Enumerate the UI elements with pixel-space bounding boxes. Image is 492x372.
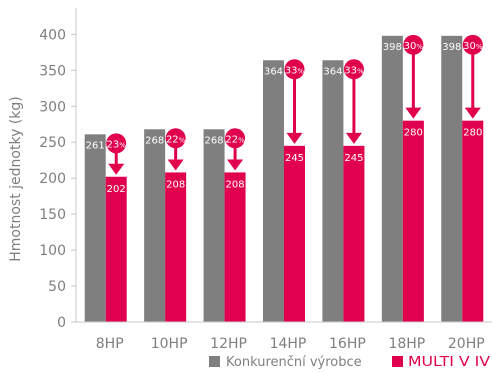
x-axis: 8HP 10HP 12HP 14HP 16HP 18HP 20HP [76, 321, 492, 352]
value-label-competitor: 268 [205, 135, 224, 146]
bar-multi-v-iv [462, 120, 484, 323]
y-tick-label: 250 [39, 135, 66, 151]
bar-group: 398 280 30% [381, 34, 424, 323]
legend-label-multi-v-iv: MULTI V IV [408, 355, 490, 370]
x-tick-label: 12HP [210, 336, 247, 352]
x-tick-label: 20HP [448, 336, 485, 352]
legend-label-competitor: Konkurenční výrobce [226, 355, 362, 370]
bar-competitor [441, 35, 463, 323]
reduction-percent-label: 22% [225, 134, 245, 145]
reduction-percent-label: 33% [285, 65, 305, 76]
reduction-percent-label: 22% [166, 134, 186, 145]
bar-competitor [322, 60, 344, 323]
bar-multi-v-iv [284, 145, 305, 322]
bar-group: 268 208 22% [144, 128, 187, 322]
bar-multi-v-iv [105, 176, 127, 322]
y-axis-label: Hmotnost jednotky (kg) [8, 96, 24, 261]
legend: Konkurenční výrobce MULTI V IV [209, 355, 490, 370]
bar-group: 364 245 33% [322, 59, 365, 323]
reduction-arrow-head [286, 132, 303, 144]
x-tick-label: 18HP [388, 336, 425, 352]
reduction-arrow-head [464, 107, 481, 119]
value-label-competitor: 364 [323, 66, 342, 77]
bar-group: 268 208 22% [203, 128, 246, 322]
value-label-multi-v-iv: 208 [226, 179, 245, 190]
y-tick-label: 150 [39, 207, 66, 223]
bar-group: 261 202 23% [84, 133, 127, 322]
reduction-percent-label: 23% [107, 139, 127, 150]
value-label-competitor: 364 [264, 66, 283, 77]
value-label-competitor: 398 [442, 42, 461, 53]
reduction-badge [106, 133, 127, 154]
bar-competitor [84, 134, 106, 322]
y-tick-label: 100 [39, 243, 66, 259]
x-tick-label: 16HP [329, 336, 366, 352]
reduction-arrow-head [167, 159, 184, 171]
value-label-multi-v-iv: 280 [404, 128, 423, 139]
reduction-arrow-head [345, 132, 362, 144]
bar-multi-v-iv [165, 172, 187, 322]
y-axis: 0 50 100 150 200 250 300 350 400 [39, 8, 77, 331]
reduction-badge [462, 34, 483, 55]
value-label-multi-v-iv: 202 [107, 184, 126, 195]
y-tick-label: 300 [39, 99, 66, 115]
reduction-badge [343, 59, 364, 80]
x-tick-label: 14HP [270, 336, 307, 352]
reduction-percent-label: 30% [463, 41, 483, 52]
value-label-competitor: 268 [145, 135, 164, 146]
bar-multi-v-iv [402, 120, 424, 323]
reduction-percent-label: 33% [344, 65, 364, 76]
legend-swatch-competitor [209, 356, 220, 367]
y-axis-label-group: Hmotnost jednotky (kg) [8, 96, 24, 261]
y-tick-label: 200 [39, 171, 66, 187]
legend-swatch-multi-v-iv [392, 356, 403, 367]
y-tick-label: 400 [39, 27, 66, 43]
reduction-arrow-head [108, 163, 125, 175]
bar-group: 364 245 33% [263, 59, 305, 323]
reduction-badge [225, 128, 246, 149]
reduction-arrow-head [405, 107, 422, 119]
x-tick-label: 8HP [96, 336, 124, 352]
bar-competitor [144, 129, 166, 322]
y-tick-label: 0 [57, 315, 66, 331]
bar-competitor [203, 129, 225, 322]
value-label-competitor: 398 [383, 42, 402, 53]
value-label-competitor: 261 [86, 140, 105, 151]
value-label-multi-v-iv: 245 [285, 153, 304, 164]
x-tick-label: 10HP [151, 336, 188, 352]
reduction-badge [165, 128, 186, 149]
y-tick-label: 50 [48, 279, 66, 295]
y-tick-label: 350 [39, 63, 66, 79]
value-label-multi-v-iv: 245 [344, 153, 363, 164]
bar-competitor [381, 35, 403, 323]
reduction-percent-label: 30% [404, 41, 424, 52]
value-label-multi-v-iv: 280 [463, 128, 482, 139]
bar-multi-v-iv [343, 145, 365, 322]
reduction-badge [284, 59, 305, 80]
bar-multi-v-iv [224, 172, 246, 322]
value-label-multi-v-iv: 208 [166, 179, 185, 190]
bar-group: 398 280 30% [441, 34, 484, 323]
bar-competitor [263, 60, 284, 323]
reduction-arrow-head [227, 159, 244, 171]
reduction-badge [403, 34, 424, 55]
